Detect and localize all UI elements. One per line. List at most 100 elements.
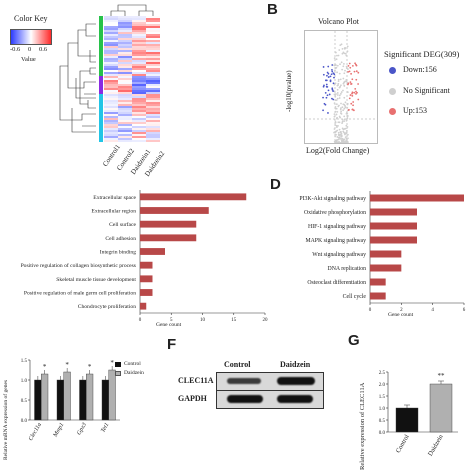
g-y-tick-label: 0.0 xyxy=(379,431,386,436)
heatmap-cell xyxy=(146,98,160,100)
color-key-tick-low: -0.6 xyxy=(10,46,21,53)
volcano-point-down xyxy=(327,89,330,92)
volcano-point-ns xyxy=(338,121,341,124)
blot-band xyxy=(227,378,261,384)
heatmap-cell xyxy=(146,52,160,54)
heatmap-cell xyxy=(132,18,146,20)
kegg-bar xyxy=(370,208,417,216)
volcano-point-up xyxy=(351,91,354,94)
volcano-point-ns xyxy=(343,118,346,121)
volcano-point-ns xyxy=(340,140,343,143)
kegg-x-tick-label: 4 xyxy=(431,308,434,313)
heatmap-cell xyxy=(104,126,118,128)
volcano-point-ns xyxy=(339,92,342,95)
volcano-point-down xyxy=(324,92,327,94)
go-category-label: Extracellular region xyxy=(91,209,136,215)
heatmap-cell xyxy=(132,74,146,76)
heatmap-cell xyxy=(146,132,160,134)
heatmap-cell xyxy=(118,54,132,56)
heatmap-cell xyxy=(132,26,146,28)
go-bar xyxy=(140,193,247,201)
heatmap-cell xyxy=(118,56,132,58)
volcano-point-down xyxy=(324,103,327,106)
volcano-point-up xyxy=(350,102,353,105)
heatmap-cell xyxy=(118,20,132,22)
heatmap-cell xyxy=(118,28,132,30)
volcano-point-ns xyxy=(344,104,346,107)
heatmap-cell xyxy=(118,130,132,132)
heatmap-cell xyxy=(104,104,118,106)
volcano-point-ns xyxy=(341,52,344,55)
kegg-category-label: HIF-1 signaling pathway xyxy=(308,224,366,230)
heatmap-cell xyxy=(118,90,132,92)
heatmap-cell xyxy=(132,116,146,118)
heatmap-cell xyxy=(104,84,118,86)
volcano-point-ns xyxy=(335,58,338,61)
heatmap-cell xyxy=(104,60,118,62)
heatmap-cell xyxy=(146,56,160,58)
heatmap-cell xyxy=(132,30,146,32)
volcano-point-ns xyxy=(337,124,339,127)
volcano-point-ns xyxy=(346,115,349,118)
heatmap-cell xyxy=(118,104,132,106)
g-y-tick-label: 2.5 xyxy=(379,371,386,376)
volcano-point-ns xyxy=(333,83,336,86)
volcano-point-ns xyxy=(339,108,342,111)
heatmap-cell xyxy=(104,82,118,84)
heatmap-cell xyxy=(132,98,146,100)
heatmap-cell xyxy=(118,138,132,140)
volcano-point-ns xyxy=(336,129,339,132)
volcano-point-ns xyxy=(338,94,341,97)
heatmap-cell xyxy=(104,130,118,132)
heatmap-cell xyxy=(104,58,118,60)
heatmap-cell xyxy=(132,70,146,72)
heatmap-cell xyxy=(118,96,132,98)
e-y-tick-label: 0.5 xyxy=(21,399,28,404)
volcano-point-ns xyxy=(338,72,341,75)
volcano-point-up xyxy=(350,83,353,85)
heatmap-cell xyxy=(132,28,146,30)
e-y-tick-label: 0.0 xyxy=(21,419,28,424)
go-category-label: Skeletal muscle tissue development xyxy=(56,277,136,283)
volcano-point-ns xyxy=(336,54,338,57)
volcano-point-up xyxy=(357,83,360,85)
kegg-x-tick-label: 6 xyxy=(463,308,466,313)
volcano-point-ns xyxy=(333,115,336,118)
heatmap-cell xyxy=(104,94,118,96)
heatmap-cell xyxy=(146,68,160,70)
heatmap-cell xyxy=(132,86,146,88)
kegg-bar xyxy=(370,264,402,272)
heatmap-cell xyxy=(132,56,146,58)
heatmap-cell xyxy=(146,66,160,68)
sample-labels: Control1 Control2 Daidzein1 Daidzein2 xyxy=(101,143,172,180)
volcano-point-ns xyxy=(336,116,338,119)
volcano-point-down xyxy=(322,109,324,112)
heatmap-cell xyxy=(132,42,146,44)
heatmap-cell xyxy=(132,140,146,142)
heatmap-cell xyxy=(146,48,160,50)
volcano-point-ns xyxy=(343,81,345,84)
volcano-point-down xyxy=(325,85,328,88)
volcano-point-ns xyxy=(346,106,349,109)
volcano-point-down xyxy=(331,88,334,91)
volcano-point-ns xyxy=(335,93,337,95)
heatmap-cell xyxy=(104,132,118,134)
heatmap-cell xyxy=(146,116,160,118)
heatmap-cell xyxy=(118,140,132,142)
volcano-point-down xyxy=(329,80,332,83)
go-bar xyxy=(140,289,153,296)
volcano-point-ns xyxy=(336,92,339,94)
heatmap-cell xyxy=(118,24,132,26)
e-bar-control xyxy=(56,379,64,421)
kegg-xlabel: Gene count xyxy=(388,312,414,318)
color-key-tick-mid: 0 xyxy=(28,46,32,53)
heatmap-cell xyxy=(118,58,132,60)
heatmap-cell xyxy=(118,18,132,20)
heatmap-cell xyxy=(118,48,132,50)
volcano-point-ns xyxy=(339,63,341,66)
go-bar xyxy=(140,302,147,310)
heatmap-cell xyxy=(132,20,146,22)
heatmap-cell xyxy=(146,122,160,124)
volcano-point-ns xyxy=(345,119,348,122)
volcano-point-ns xyxy=(342,77,345,80)
